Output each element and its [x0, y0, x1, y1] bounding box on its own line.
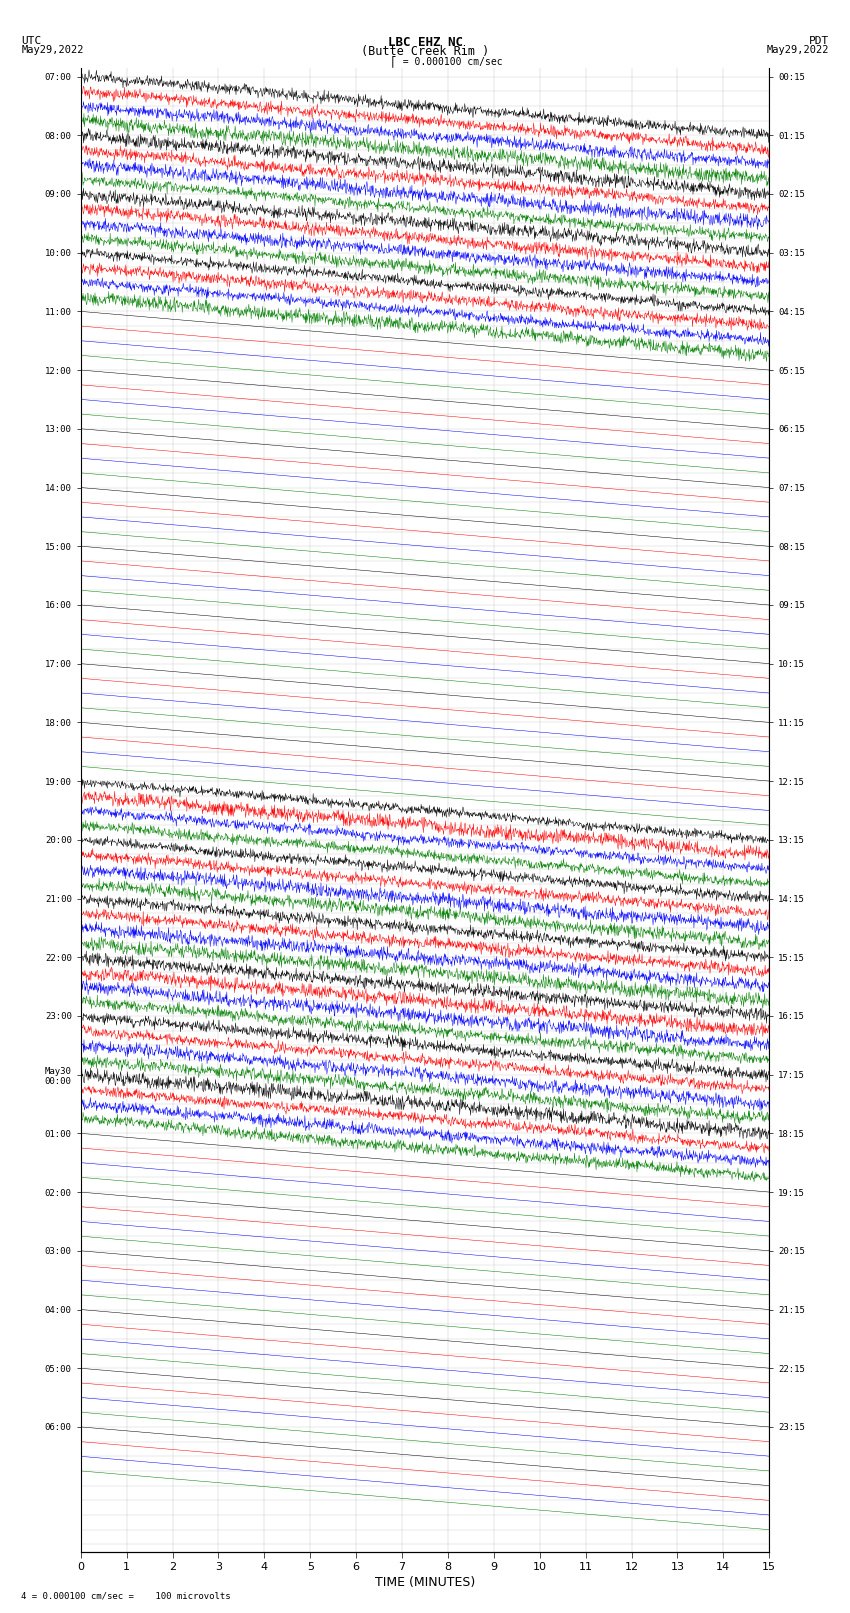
Text: 4 = 0.000100 cm/sec =    100 microvolts: 4 = 0.000100 cm/sec = 100 microvolts — [21, 1590, 231, 1600]
Text: (Butte Creek Rim ): (Butte Creek Rim ) — [361, 45, 489, 58]
Text: LBC EHZ NC: LBC EHZ NC — [388, 37, 462, 50]
Text: May29,2022: May29,2022 — [766, 45, 829, 55]
Text: UTC: UTC — [21, 37, 42, 47]
Text: May29,2022: May29,2022 — [21, 45, 84, 55]
Text: ⎡ = 0.000100 cm/sec: ⎡ = 0.000100 cm/sec — [391, 55, 502, 66]
Text: PDT: PDT — [808, 37, 829, 47]
X-axis label: TIME (MINUTES): TIME (MINUTES) — [375, 1576, 475, 1589]
